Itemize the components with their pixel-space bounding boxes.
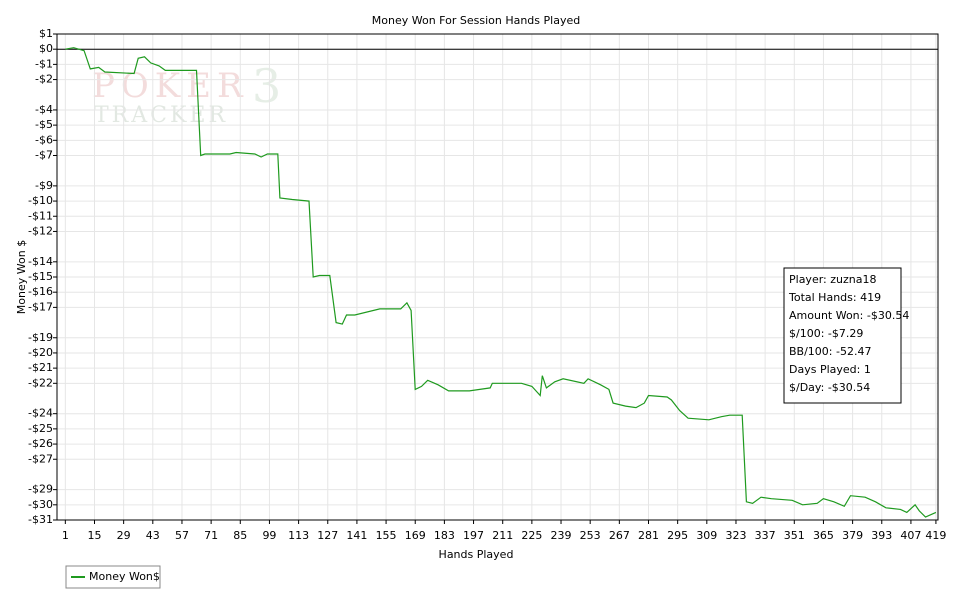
y-tick-label: -$20 (28, 346, 53, 359)
x-tick-label: 197 (463, 529, 484, 542)
y-tick-label: -$22 (28, 376, 53, 389)
watermark: 3 (252, 59, 281, 113)
x-tick-label: 393 (871, 529, 892, 542)
y-tick-label: -$27 (28, 452, 53, 465)
y-tick-label: -$21 (28, 361, 53, 374)
y-tick-label: -$6 (35, 133, 53, 146)
data-line (65, 47, 937, 518)
x-tick-label: 155 (376, 529, 397, 542)
legend-label: Money Won$ (89, 570, 160, 583)
x-tick-label: 211 (492, 529, 513, 542)
x-axis-label: Hands Played (439, 548, 514, 561)
x-tick-label: 141 (346, 529, 367, 542)
x-tick-label: 419 (925, 529, 946, 542)
info-text: Total Hands: 419 (788, 291, 881, 304)
x-tick-label: 57 (175, 529, 189, 542)
x-tick-label: 225 (521, 529, 542, 542)
x-tick-label: 43 (146, 529, 160, 542)
y-tick-label: -$9 (35, 179, 53, 192)
y-tick-label: -$7 (35, 149, 53, 162)
chart-title: Money Won For Session Hands Played (372, 14, 580, 27)
x-tick-label: 183 (434, 529, 455, 542)
x-tick-label: 29 (117, 529, 131, 542)
y-tick-label: -$5 (35, 118, 53, 131)
y-tick-label: $1 (39, 27, 53, 40)
y-tick-label: -$4 (35, 103, 53, 116)
y-tick-label: -$26 (28, 437, 53, 450)
x-tick-label: 239 (551, 529, 572, 542)
x-tick-label: 267 (609, 529, 630, 542)
x-tick-label: 379 (842, 529, 863, 542)
x-tick-label: 309 (696, 529, 717, 542)
y-tick-label: -$25 (28, 422, 53, 435)
y-tick-label: -$2 (35, 73, 53, 86)
y-tick-label: -$1 (35, 57, 53, 70)
x-tick-label: 113 (288, 529, 309, 542)
x-tick-label: 253 (580, 529, 601, 542)
x-tick-label: 71 (204, 529, 218, 542)
info-text: Amount Won: -$30.54 (789, 309, 909, 322)
y-tick-label: $0 (39, 42, 53, 55)
y-tick-label: -$29 (28, 483, 53, 496)
x-tick-label: 85 (233, 529, 247, 542)
y-tick-label: -$17 (28, 300, 53, 313)
info-box (783, 267, 902, 404)
info-text: BB/100: -52.47 (789, 345, 871, 358)
y-tick-label: -$24 (28, 407, 53, 420)
x-tick-label: 281 (638, 529, 659, 542)
x-tick-label: 337 (755, 529, 776, 542)
x-tick-label: 1 (62, 529, 69, 542)
x-tick-label: 351 (784, 529, 805, 542)
y-tick-label: -$11 (28, 209, 53, 222)
x-tick-label: 15 (87, 529, 101, 542)
info-text: $/Day: -$30.54 (789, 381, 870, 394)
y-tick-label: -$12 (28, 224, 53, 237)
legend (65, 565, 161, 589)
x-tick-label: 169 (405, 529, 426, 542)
info-text: Player: zuzna18 (789, 273, 876, 286)
y-axis-label: Money Won $ (15, 240, 28, 314)
y-tick-label: -$30 (28, 498, 53, 511)
x-tick-label: 127 (317, 529, 338, 542)
watermark: TRACKER (94, 103, 228, 128)
x-tick-label: 99 (262, 529, 276, 542)
x-tick-label: 365 (813, 529, 834, 542)
y-tick-label: -$16 (28, 285, 53, 298)
y-tick-label: -$31 (28, 513, 53, 526)
info-text: $/100: -$7.29 (789, 327, 863, 340)
y-tick-label: -$10 (28, 194, 53, 207)
x-tick-label: 323 (725, 529, 746, 542)
x-tick-label: 407 (900, 529, 921, 542)
x-tick-label: 295 (667, 529, 688, 542)
y-tick-label: -$15 (28, 270, 53, 283)
info-text: Days Played: 1 (789, 363, 871, 376)
y-tick-label: -$19 (28, 331, 53, 344)
y-tick-label: -$14 (28, 255, 53, 268)
